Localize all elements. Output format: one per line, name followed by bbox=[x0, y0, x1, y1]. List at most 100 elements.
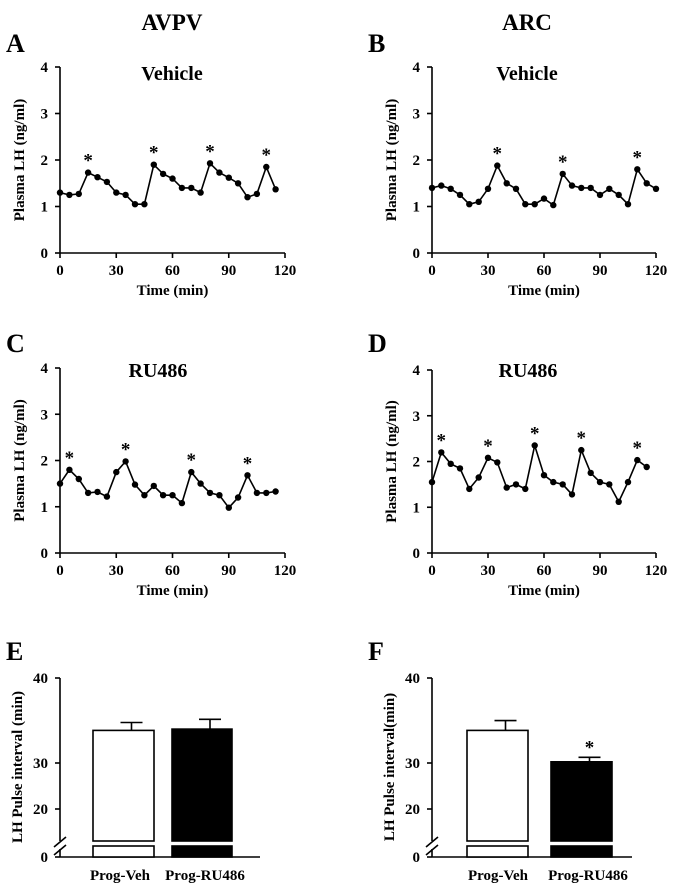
panel-c-data-point bbox=[263, 489, 270, 497]
panel-b-data-point bbox=[475, 198, 482, 205]
panel-f-y-axis-label: LH Pulse interval(min) bbox=[382, 693, 398, 841]
panel-a-data-point bbox=[141, 201, 148, 208]
panel-e-bar-2 bbox=[171, 728, 233, 842]
panel-c-x-tick-label: 0 bbox=[56, 563, 64, 579]
panel-d-data-point bbox=[624, 478, 632, 486]
panel-d-y-tick-label: 3 bbox=[413, 409, 421, 425]
panel-a-x-tick-label: 120 bbox=[274, 263, 297, 279]
panel-c-x-axis-label: Time (min) bbox=[137, 583, 209, 599]
panel-a-data-point bbox=[56, 189, 64, 196]
panel-b-data-point bbox=[456, 191, 464, 199]
panel-c-data-point bbox=[122, 458, 129, 465]
panel-c-data-point bbox=[206, 489, 214, 497]
panel-b-x-tick-label: 60 bbox=[537, 263, 552, 279]
panel-c-peak-annotation: * bbox=[121, 439, 131, 460]
panel-c-title: RU486 bbox=[129, 360, 188, 382]
panel-e-category-label: Prog-RU486 bbox=[165, 868, 245, 884]
panel-e-bar-2-base bbox=[171, 845, 233, 858]
panel-d-data-point bbox=[512, 481, 520, 488]
panel-b-x-tick-label: 0 bbox=[428, 263, 436, 279]
panel-b-data-point bbox=[652, 185, 660, 192]
panel-b-x-tick-label: 30 bbox=[481, 263, 496, 279]
panel-c-y-tick-label: 2 bbox=[41, 454, 49, 470]
panel-a-data-point bbox=[75, 190, 83, 198]
panel-c-data-point bbox=[234, 494, 242, 501]
panel-a-data-point bbox=[169, 175, 176, 182]
panel-b-data-point bbox=[503, 180, 510, 187]
panel-d-data-point bbox=[447, 460, 454, 467]
panel-d-data-point bbox=[540, 472, 548, 479]
panel-f-category-label: Prog-RU486 bbox=[548, 868, 628, 884]
panel-b-data-point bbox=[522, 201, 529, 208]
panel-d-peak-annotation: * bbox=[483, 436, 493, 457]
panel-a-data-point bbox=[84, 169, 92, 176]
panel-d-x-tick-label: 60 bbox=[537, 563, 552, 579]
panel-c-data-point bbox=[56, 480, 64, 487]
panel-d-title: RU486 bbox=[499, 360, 558, 382]
panel-d-y-tick-label: 4 bbox=[413, 363, 421, 379]
panel-c-data-point bbox=[178, 499, 186, 507]
panel-c-peak-annotation: * bbox=[243, 453, 253, 474]
panel-c-data-point bbox=[75, 475, 83, 483]
panel-b-data-point bbox=[531, 201, 538, 208]
panel-d-data-point bbox=[484, 454, 492, 461]
panel-d-data-point bbox=[606, 481, 613, 488]
panel-a-x-tick-label: 30 bbox=[109, 263, 124, 279]
panel-d-data-point bbox=[428, 478, 436, 486]
panel-e-y-tick-label: 0 bbox=[41, 850, 49, 866]
panel-a-x-tick-label: 0 bbox=[56, 263, 64, 279]
panel-b-data-point bbox=[596, 191, 604, 199]
panel-f-bar-1-base bbox=[466, 845, 529, 858]
panel-a-y-tick-label: 1 bbox=[41, 200, 49, 216]
panel-a-data-point bbox=[272, 186, 279, 193]
panel-c-data-point bbox=[103, 493, 111, 500]
panel-d-y-tick-label: 1 bbox=[413, 500, 421, 516]
panel-b: B Vehicle 0 1 2 3 4 0 30 60 90 120 Time (min) Plasma … bbox=[368, 29, 667, 299]
panel-c-peak-annotation: * bbox=[187, 450, 197, 471]
panel-b-peak-annotation: * bbox=[558, 152, 568, 173]
panel-d-data-point bbox=[494, 459, 501, 466]
panel-a-data-point bbox=[263, 163, 270, 171]
panel-a-data-point bbox=[253, 190, 261, 198]
panel-e-y-tick-label: 30 bbox=[33, 756, 48, 772]
panel-a-data-point bbox=[103, 178, 111, 186]
panel-b-data-point bbox=[587, 184, 594, 192]
panel-b-data-point bbox=[512, 185, 520, 192]
column-title-arc: ARC bbox=[502, 10, 552, 35]
panel-e-y-tick-label: 20 bbox=[33, 802, 48, 818]
panel-f-y-tick-label: 20 bbox=[405, 802, 420, 818]
panel-f-category-label: Prog-Veh bbox=[468, 868, 529, 884]
panel-b-y-tick-label: 2 bbox=[413, 153, 421, 169]
panel-d-data-point bbox=[615, 498, 622, 505]
panel-c-data-point bbox=[159, 492, 167, 499]
panel-c-data-point bbox=[244, 472, 251, 479]
panel-b-data-point bbox=[606, 185, 613, 192]
panel-d-data-point bbox=[531, 442, 538, 449]
panel-f-letter: F bbox=[368, 637, 384, 666]
panel-a-y-tick-label: 4 bbox=[41, 60, 49, 76]
panel-b-peak-annotation: * bbox=[493, 144, 503, 165]
panel-d-data-point bbox=[634, 456, 641, 464]
panel-d-series-line bbox=[431, 442, 648, 504]
panel-b-peak-annotation: * bbox=[633, 147, 643, 168]
panel-e-y-axis-label: LH Pulse interval (min) bbox=[10, 691, 26, 843]
panel-b-data-point bbox=[559, 170, 566, 178]
panel-a-letter: A bbox=[6, 29, 25, 58]
panel-a-data-point bbox=[178, 184, 186, 192]
panel-b-data-point bbox=[540, 195, 548, 202]
panel-a-data-point bbox=[197, 189, 204, 196]
panel-a-data-point bbox=[122, 191, 129, 199]
panel-c-data-point bbox=[131, 481, 139, 488]
panel-d-data-point bbox=[438, 449, 445, 456]
panel-c-data-point bbox=[94, 488, 101, 496]
panel-b-x-tick-label: 90 bbox=[593, 263, 608, 279]
panel-c-data-point bbox=[188, 468, 195, 476]
panel-c-peak-annotation: * bbox=[65, 448, 75, 469]
panel-f-y-tick-label: 40 bbox=[405, 671, 420, 687]
panel-a-x-tick-label: 90 bbox=[221, 263, 236, 279]
panel-b-y-tick-label: 1 bbox=[413, 200, 421, 216]
panel-b-data-point bbox=[634, 166, 641, 173]
panel-e-y-tick-label: 40 bbox=[33, 671, 48, 687]
panel-a-data-point bbox=[131, 201, 139, 208]
panel-d-data-point bbox=[587, 469, 594, 477]
